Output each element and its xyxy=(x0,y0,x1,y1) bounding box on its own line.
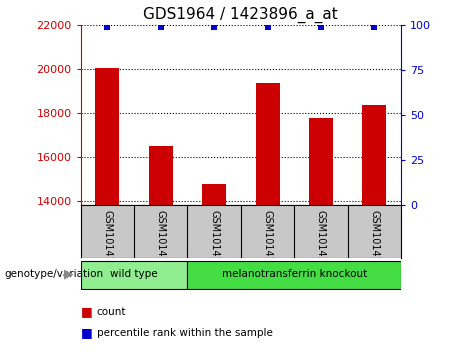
Text: GSM101415: GSM101415 xyxy=(369,210,379,269)
Text: melanotransferrin knockout: melanotransferrin knockout xyxy=(222,269,367,279)
Text: genotype/variation: genotype/variation xyxy=(5,269,104,279)
Text: ▶: ▶ xyxy=(65,268,74,281)
Bar xyxy=(81,261,188,289)
Text: ■: ■ xyxy=(81,326,92,339)
Bar xyxy=(362,105,386,354)
Text: GSM101414: GSM101414 xyxy=(316,210,326,268)
Text: GSM101412: GSM101412 xyxy=(209,210,219,269)
Text: wild type: wild type xyxy=(110,269,158,279)
Text: GSM101416: GSM101416 xyxy=(102,210,112,268)
Title: GDS1964 / 1423896_a_at: GDS1964 / 1423896_a_at xyxy=(143,7,338,23)
Text: percentile rank within the sample: percentile rank within the sample xyxy=(97,328,273,338)
Bar xyxy=(255,83,279,354)
Bar xyxy=(95,68,119,354)
Text: ■: ■ xyxy=(81,305,92,318)
Text: GSM101417: GSM101417 xyxy=(156,210,166,269)
Bar xyxy=(202,184,226,354)
Text: GSM101413: GSM101413 xyxy=(263,210,272,268)
Bar xyxy=(149,146,173,354)
Bar xyxy=(309,118,333,354)
Text: count: count xyxy=(97,307,126,316)
Bar xyxy=(188,261,401,289)
